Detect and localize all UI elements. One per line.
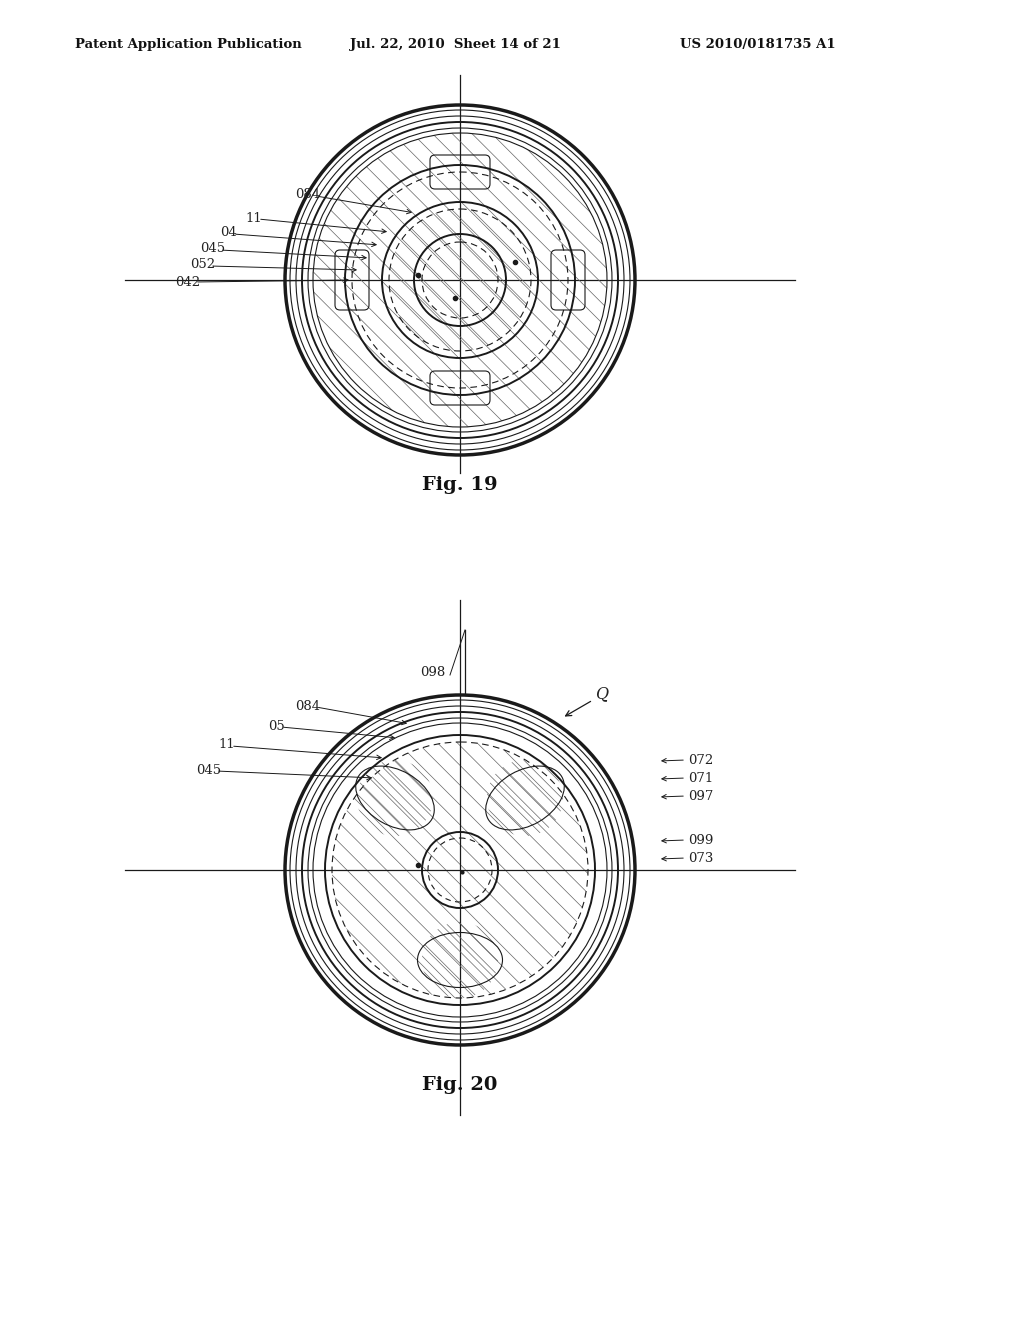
Text: 084: 084: [295, 700, 321, 713]
Text: 11: 11: [245, 211, 262, 224]
Text: 042: 042: [175, 276, 200, 289]
Text: 072: 072: [688, 754, 714, 767]
Text: Fig. 20: Fig. 20: [422, 1076, 498, 1094]
Text: Patent Application Publication: Patent Application Publication: [75, 38, 302, 51]
Text: 045: 045: [200, 243, 225, 256]
Text: 073: 073: [688, 851, 714, 865]
Text: 099: 099: [688, 833, 714, 846]
Text: 084: 084: [295, 189, 321, 202]
Text: Q: Q: [595, 685, 608, 702]
Text: 05: 05: [268, 719, 285, 733]
Text: 04: 04: [220, 227, 237, 239]
Text: 045: 045: [196, 763, 221, 776]
Text: 071: 071: [688, 771, 714, 784]
Text: 097: 097: [688, 789, 714, 803]
Text: 098: 098: [420, 667, 445, 680]
Text: 11: 11: [218, 738, 234, 751]
Text: US 2010/0181735 A1: US 2010/0181735 A1: [680, 38, 836, 51]
Text: Fig. 19: Fig. 19: [422, 477, 498, 494]
Text: 052: 052: [190, 259, 215, 272]
Text: Jul. 22, 2010  Sheet 14 of 21: Jul. 22, 2010 Sheet 14 of 21: [350, 38, 561, 51]
